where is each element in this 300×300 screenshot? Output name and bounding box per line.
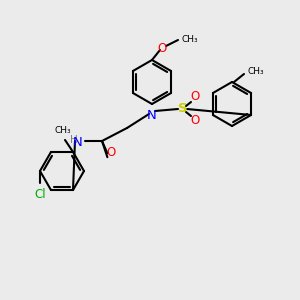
Text: CH₃: CH₃	[55, 126, 71, 135]
Text: O: O	[107, 146, 116, 159]
Text: Cl: Cl	[34, 188, 46, 201]
Text: O: O	[190, 115, 200, 128]
Text: H: H	[70, 135, 78, 145]
Text: N: N	[73, 136, 83, 148]
Text: O: O	[190, 91, 200, 103]
Text: N: N	[147, 109, 157, 122]
Text: CH₃: CH₃	[182, 34, 199, 43]
Text: S: S	[178, 103, 188, 116]
Text: O: O	[158, 41, 166, 55]
Text: CH₃: CH₃	[247, 68, 264, 76]
